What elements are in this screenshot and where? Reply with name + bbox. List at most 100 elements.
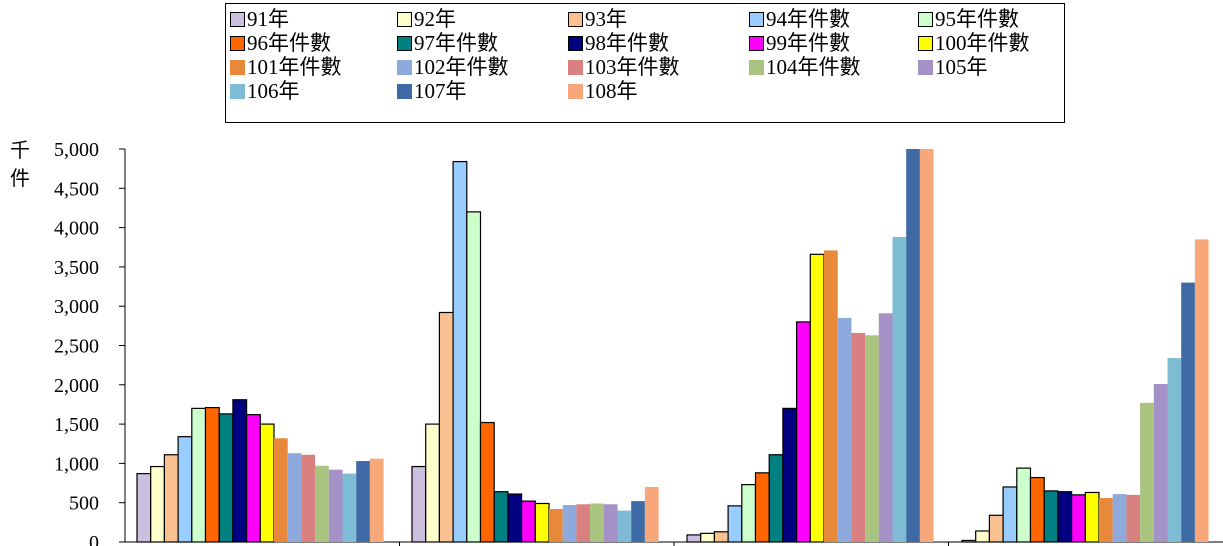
y-tick-label: 3,500: [54, 257, 99, 279]
bar: [549, 508, 563, 542]
legend-swatch: [397, 11, 412, 27]
bar: [754, 472, 770, 543]
bar: [232, 399, 248, 543]
bar: [1084, 491, 1100, 543]
legend-swatch: [230, 35, 245, 51]
bar: [975, 530, 991, 543]
bar: [1181, 282, 1195, 542]
bar: [1126, 494, 1141, 542]
bar: [177, 436, 193, 543]
bar: [493, 491, 509, 543]
bar: [1043, 490, 1059, 543]
bar: [961, 539, 977, 543]
legend-swatch: [749, 11, 764, 27]
legend-label: 102年件數: [414, 55, 509, 79]
bar: [1099, 497, 1113, 542]
bar: [534, 502, 550, 543]
legend-swatch: [749, 35, 764, 51]
bar: [1057, 491, 1073, 543]
bar: [479, 421, 495, 543]
legend-label: 97年件數: [414, 31, 498, 55]
bar: [865, 335, 879, 542]
y-unit-label-top: 千: [10, 140, 30, 162]
legend-swatch: [397, 83, 412, 99]
bar: [218, 413, 234, 543]
bar: [1029, 476, 1045, 543]
bar: [301, 454, 316, 542]
legend-swatch: [918, 11, 933, 27]
bar: [562, 505, 577, 542]
y-tick-label: 3,000: [54, 296, 99, 318]
bar: [204, 406, 220, 543]
axes: 0 500 1,000 1,500 2,000 2,500 3,000 3,500 4,000 4…: [54, 139, 1223, 546]
legend-label: 100年件數: [935, 31, 1030, 55]
legend-item: 98年件數: [568, 31, 669, 55]
legend-label: 92年: [414, 7, 456, 31]
legend-label: 108年: [585, 79, 638, 103]
bar: [795, 321, 811, 543]
bar: [892, 237, 907, 543]
legend-item: 100年件數: [918, 31, 1030, 55]
bar: [1070, 494, 1086, 543]
legend-swatch: [397, 59, 412, 75]
legend-label: 106年: [247, 79, 300, 103]
bar: [727, 505, 743, 543]
legend: 91年 92年 93年 94年件數 95年件數 96年件數 97年件數 98年件數 99年件數 1…: [225, 3, 1065, 123]
legend-item: 91年: [230, 7, 289, 31]
legend-label: 93年: [585, 7, 627, 31]
bar: [851, 332, 866, 542]
legend-swatch: [230, 11, 245, 27]
bar: [246, 414, 261, 543]
bar: [438, 311, 454, 543]
legend-label: 95年件數: [935, 7, 1019, 31]
bar: [809, 253, 825, 543]
legend-item: 94年件數: [749, 7, 850, 31]
y-tick-label: 2,500: [54, 336, 99, 358]
legend-swatch: [230, 83, 245, 99]
legend-swatch: [568, 83, 583, 99]
legend-label: 94年件數: [766, 7, 850, 31]
bar: [328, 469, 343, 542]
bar: [1194, 239, 1209, 542]
legend-label: 105年: [935, 55, 988, 79]
y-tick-label: 1,500: [54, 414, 99, 436]
y-tick-label: 4,500: [54, 178, 99, 200]
legend-swatch: [568, 11, 583, 27]
y-tick-label: 5,000: [54, 139, 99, 161]
bar: [590, 503, 604, 542]
legend-item: 107年: [397, 79, 467, 103]
bar: [1167, 358, 1182, 542]
bar: [287, 453, 302, 542]
bar: [425, 423, 441, 543]
bar: [136, 473, 152, 543]
bar: [1112, 494, 1127, 542]
legend-item: 102年件數: [397, 55, 509, 79]
bar: [1153, 384, 1168, 542]
legend-item: 105年: [918, 55, 988, 79]
legend-item: 104年件數: [749, 55, 861, 79]
y-tick-label: 500: [69, 493, 99, 515]
bar: [1140, 402, 1154, 542]
legend-swatch: [568, 59, 583, 75]
legend-item: 108年: [568, 79, 638, 103]
y-tick-label: 2,000: [54, 375, 99, 397]
y-tick-label: 4,000: [54, 218, 99, 240]
legend-item: 95年件數: [918, 7, 1019, 31]
bar: [150, 465, 165, 543]
bar: [1002, 486, 1018, 543]
bar: [520, 500, 536, 543]
legend-item: 106年: [230, 79, 300, 103]
legend-item: 97年件數: [397, 31, 498, 55]
bar: [686, 534, 702, 543]
legend-label: 107年: [414, 79, 467, 103]
legend-item: 93年: [568, 7, 627, 31]
bar: [878, 313, 893, 542]
legend-swatch: [918, 35, 933, 51]
bar: [163, 454, 179, 543]
legend-item: 101年件數: [230, 55, 342, 79]
legend-label: 91年: [247, 7, 289, 31]
bar: [274, 438, 288, 542]
bar: [919, 149, 934, 542]
bar: [466, 211, 482, 543]
